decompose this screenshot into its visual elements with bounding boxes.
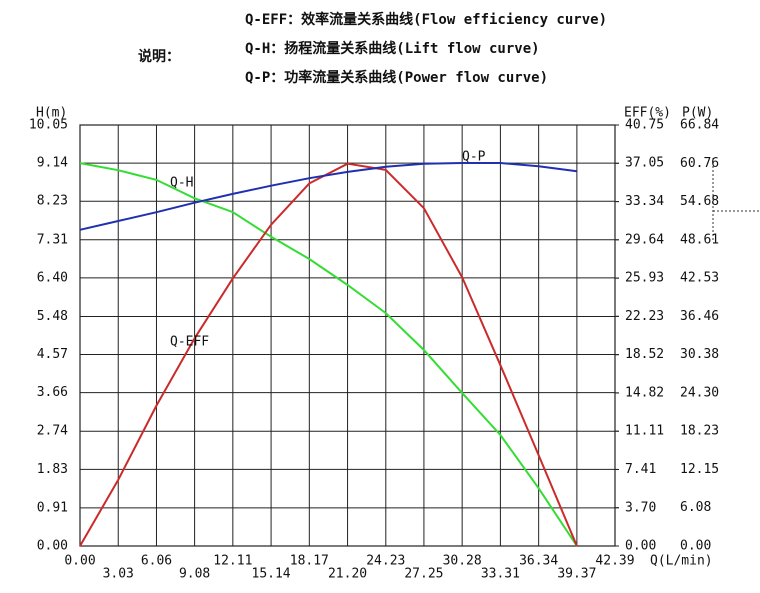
x-tick-label: 12.11 (213, 554, 252, 569)
y3-tick-label: 18.23 (680, 424, 719, 439)
y2-tick-label: 33.34 (625, 194, 664, 209)
x-tick-label: 6.06 (141, 554, 172, 569)
y2-tick-label: 25.93 (625, 271, 664, 286)
y-axis-label: H(m) (36, 106, 67, 121)
y2-tick-label: 18.52 (625, 347, 664, 362)
y-tick-label: 1.83 (37, 462, 68, 477)
x-axis-label: Q(L/min) (650, 554, 713, 569)
y2-tick-label: 0.00 (625, 539, 656, 554)
y-tick-label: 4.57 (37, 347, 68, 362)
y3-tick-label: 48.61 (680, 232, 719, 247)
y3-tick-label: 6.08 (680, 500, 711, 515)
x-tick-label: 36.34 (519, 554, 558, 569)
series-label: Q-EFF (170, 335, 209, 350)
y2-tick-label: 7.41 (625, 462, 656, 477)
y3-axis-label: P(W) (682, 106, 713, 121)
y-tick-label: 10.05 (29, 118, 68, 133)
y-tick-label: 5.48 (37, 309, 68, 324)
description: Q-P：功率流量关系曲线(Power flow curve) (245, 69, 548, 86)
y2-tick-label: 29.64 (625, 232, 664, 247)
y3-tick-label: 0.00 (680, 539, 711, 554)
y-tick-label: 6.40 (37, 270, 68, 285)
series-label: Q-P (462, 150, 486, 165)
x-tick-label: 42.39 (595, 554, 634, 569)
y-tick-label: 3.66 (37, 385, 68, 400)
y3-tick-label: 12.15 (680, 462, 719, 477)
plot-frame (79, 124, 616, 547)
note-label: 说明： (138, 48, 180, 65)
description: Q-EFF：效率流量关系曲线(Flow efficiency curve) (245, 11, 607, 28)
y2-tick-label: 37.05 (625, 156, 664, 171)
x-tick-label: 27.25 (404, 567, 443, 582)
y2-tick-label: 11.11 (625, 424, 664, 439)
x-tick-label: 9.08 (179, 567, 210, 582)
series-line (79, 162, 578, 547)
y3-tick-label: 24.30 (680, 385, 719, 400)
y2-axis-label: EFF(%) (624, 106, 671, 121)
y2-tick-label: 22.23 (625, 309, 664, 324)
y3-tick-label: 30.38 (680, 347, 719, 362)
y2-tick-label: 14.82 (625, 385, 664, 400)
y3-tick-label: 36.46 (680, 309, 719, 324)
y2-tick-label: 40.75 (625, 118, 664, 133)
y-tick-label: 7.31 (37, 232, 68, 247)
y-tick-label: 2.74 (37, 424, 68, 439)
x-tick-label: 18.17 (290, 554, 329, 569)
y2-tick-label: 3.70 (625, 500, 656, 515)
x-tick-label: 33.31 (481, 567, 520, 582)
y-tick-label: 0.00 (37, 539, 68, 554)
description: Q-H：扬程流量关系曲线(Lift flow curve) (245, 40, 540, 57)
x-tick-label: 30.28 (443, 554, 482, 569)
series-line (79, 162, 578, 547)
x-tick-label: 39.37 (557, 567, 596, 582)
y3-tick-label: 66.84 (680, 118, 719, 133)
y-tick-label: 9.14 (37, 156, 68, 171)
y3-tick-label: 42.53 (680, 271, 719, 286)
y3-tick-label: 54.68 (680, 194, 719, 209)
x-tick-label: 24.23 (366, 554, 405, 569)
series-line (79, 162, 578, 231)
y3-tick-label: 60.76 (680, 156, 719, 171)
y-tick-label: 0.91 (37, 500, 68, 515)
y-tick-label: 8.23 (37, 194, 68, 209)
x-tick-label: 0.00 (64, 554, 95, 569)
x-tick-label: 15.14 (252, 567, 291, 582)
series-label: Q-H (170, 176, 193, 191)
x-tick-label: 21.20 (328, 567, 367, 582)
x-tick-label: 3.03 (103, 567, 134, 582)
